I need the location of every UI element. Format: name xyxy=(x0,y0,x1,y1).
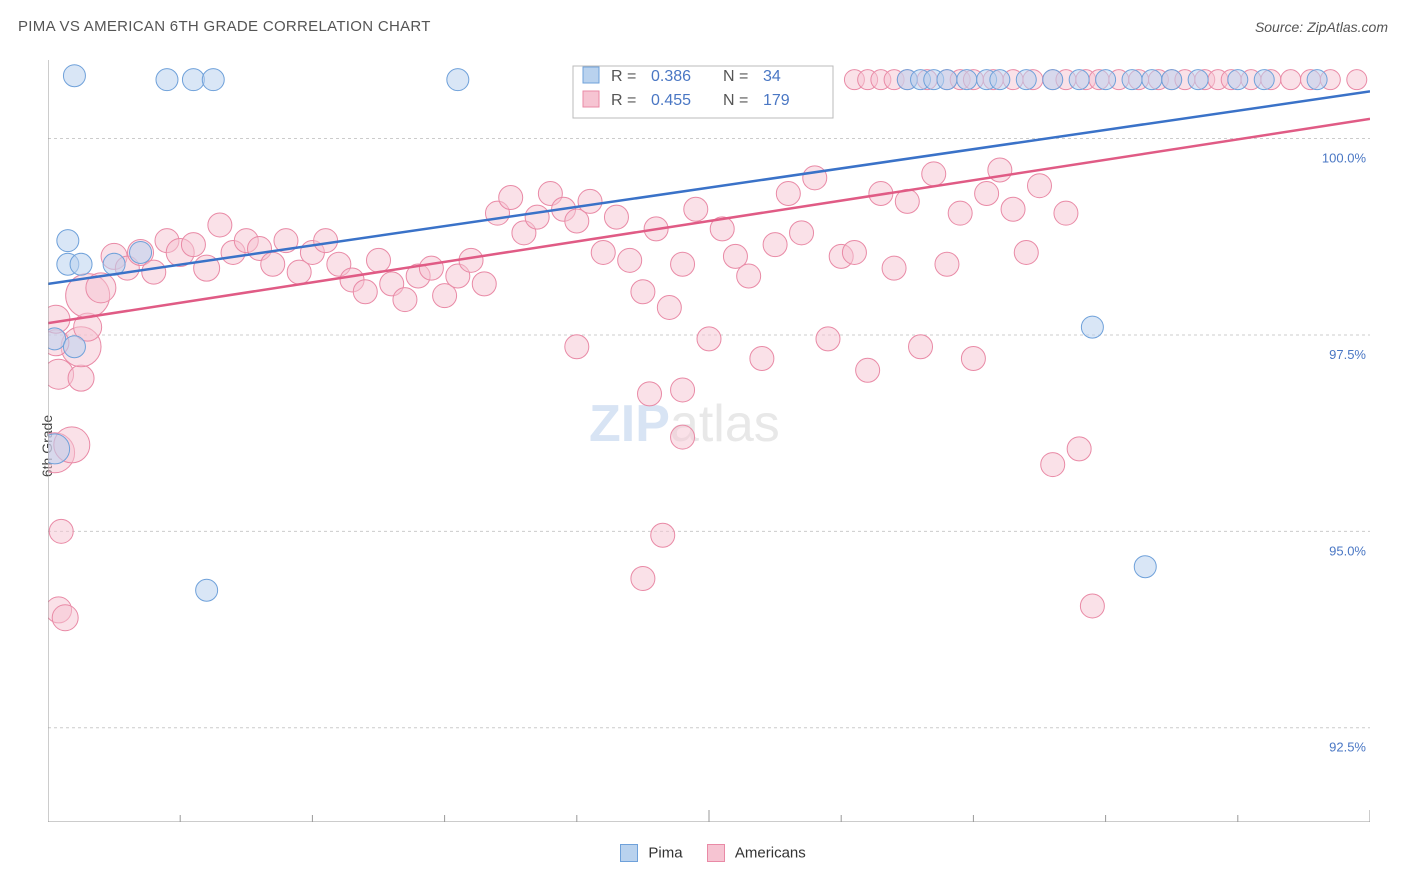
chart-source: Source: ZipAtlas.com xyxy=(1255,19,1388,35)
bottom-legend: Pima Americans xyxy=(0,844,1406,862)
svg-text:R =: R = xyxy=(611,68,636,85)
svg-text:92.5%: 92.5% xyxy=(1329,740,1366,755)
scatter-plot-svg: 92.5%95.0%97.5%100.0%ZIPatlas0.0%100.0%R… xyxy=(48,60,1370,822)
legend-swatch-pima xyxy=(620,844,638,862)
svg-text:N =: N = xyxy=(723,68,748,85)
svg-text:0.455: 0.455 xyxy=(651,92,691,109)
svg-text:95.0%: 95.0% xyxy=(1329,543,1366,558)
svg-text:100.0%: 100.0% xyxy=(1322,151,1367,166)
legend-swatch-americans xyxy=(707,844,725,862)
legend-label-americans: Americans xyxy=(735,845,806,862)
svg-text:97.5%: 97.5% xyxy=(1329,347,1366,362)
chart-title: PIMA VS AMERICAN 6TH GRADE CORRELATION C… xyxy=(18,18,431,35)
legend-label-pima: Pima xyxy=(648,845,682,862)
chart-header: PIMA VS AMERICAN 6TH GRADE CORRELATION C… xyxy=(18,18,1388,35)
plot-area: 92.5%95.0%97.5%100.0%ZIPatlas0.0%100.0%R… xyxy=(48,60,1370,822)
chart-container: PIMA VS AMERICAN 6TH GRADE CORRELATION C… xyxy=(0,0,1406,892)
svg-text:R =: R = xyxy=(611,92,636,109)
svg-text:N =: N = xyxy=(723,92,748,109)
svg-text:0.386: 0.386 xyxy=(651,68,691,85)
svg-text:34: 34 xyxy=(763,68,781,85)
svg-text:179: 179 xyxy=(763,92,790,109)
